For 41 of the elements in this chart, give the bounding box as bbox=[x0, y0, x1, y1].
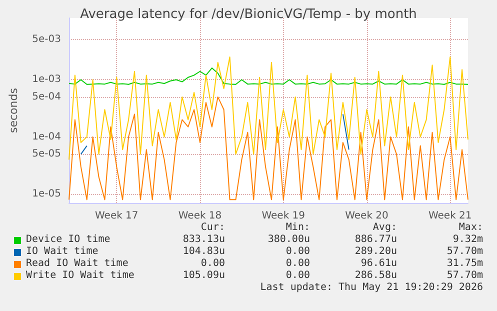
text: 57.70m bbox=[446, 246, 483, 258]
text: Last update: Thu May 21 19:20:29 2026 bbox=[260, 282, 483, 294]
y-tick-label: 5e-04 bbox=[32, 91, 61, 102]
legend-label: Write IO Wait time bbox=[26, 270, 134, 282]
text: 104.83u bbox=[182, 246, 225, 258]
text: Avg: bbox=[372, 222, 397, 234]
y-tick-label: 1e-04 bbox=[32, 131, 61, 142]
text: 0.00 bbox=[200, 258, 225, 270]
text: 31.75m bbox=[446, 258, 483, 270]
text: 0.00 bbox=[286, 258, 310, 270]
text: 96.61u bbox=[360, 258, 397, 270]
text: 289.20u bbox=[354, 246, 397, 258]
x-tick-label: Week 17 bbox=[94, 210, 138, 222]
line-series bbox=[68, 68, 468, 85]
x-tick-label: Week 18 bbox=[178, 210, 222, 222]
y-tick-label: 5e-03 bbox=[32, 34, 61, 46]
y-tick-label: 1e-03 bbox=[32, 74, 61, 86]
text: Min: bbox=[286, 222, 310, 234]
text: 0.00 bbox=[286, 270, 310, 282]
text: 886.77u bbox=[354, 234, 397, 246]
text: 286.58u bbox=[354, 270, 397, 282]
y-tick-label: 5e-05 bbox=[32, 148, 61, 160]
y-axis-title: seconds bbox=[7, 88, 20, 133]
x-tick-label: Week 21 bbox=[428, 210, 472, 222]
chart-title: Average latency for /dev/BionicVG/Temp - by month bbox=[80, 7, 417, 22]
line-series bbox=[68, 96, 468, 200]
x-tick-label: Week 20 bbox=[345, 210, 388, 222]
x-tick-label: Week 19 bbox=[262, 210, 306, 222]
text: 0.00 bbox=[286, 246, 310, 258]
y-tick-label: 1e-05 bbox=[32, 188, 61, 200]
legend-label: Read IO Wait time bbox=[26, 258, 128, 270]
line-series bbox=[68, 56, 468, 160]
text: 833.13u bbox=[182, 234, 225, 246]
text: 9.32m bbox=[452, 234, 483, 246]
legend-label: Device IO time bbox=[26, 234, 110, 246]
text: Max: bbox=[458, 222, 483, 234]
text: 380.00u bbox=[268, 234, 310, 246]
text: 57.70m bbox=[446, 270, 483, 282]
text: Cur: bbox=[200, 222, 225, 234]
text: 105.09u bbox=[182, 270, 225, 282]
legend-label: IO Wait time bbox=[26, 246, 98, 258]
